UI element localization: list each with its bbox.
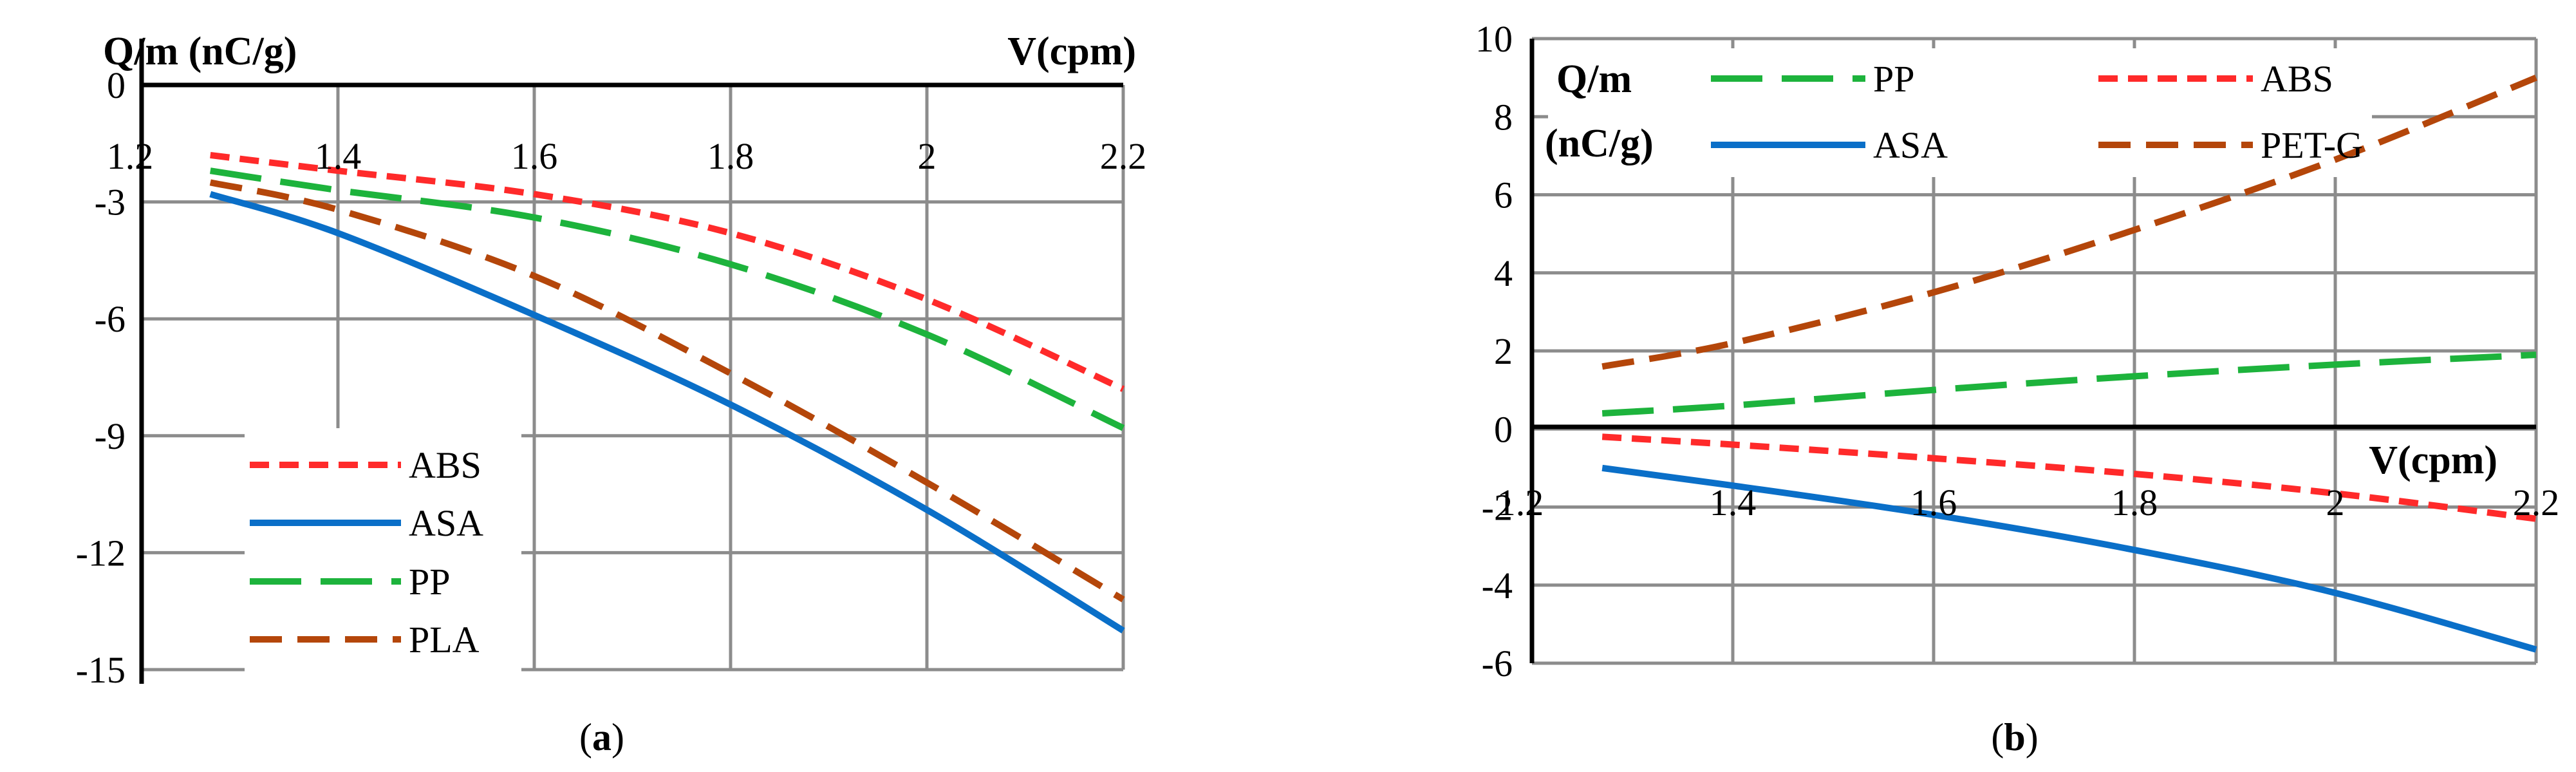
- chart-a-caption: (a): [579, 716, 624, 758]
- chart-b-x-tick-label: 1.2: [1497, 482, 1544, 523]
- chart-b-x-tick-label: 2: [2326, 482, 2345, 523]
- chart-b-legend-label: ASA: [1873, 124, 1948, 166]
- chart-a-x-tick-labels: 1.2 1.4 1.6 1.8 2 2.2: [107, 135, 1147, 177]
- chart-b-legend-box: [1548, 48, 2372, 177]
- chart-b-legend-label: ABS: [2261, 58, 2333, 100]
- chart-b-y-tick-label: 8: [1494, 96, 1513, 138]
- chart-b-caption: (b): [1991, 716, 2038, 758]
- chart-a-x-tick-label: 2.2: [1100, 135, 1147, 177]
- chart-a-y-tick-labels: 0 -3 -6 -9 -12 -15: [76, 64, 126, 691]
- chart-b-x-tick-label: 1.8: [2111, 482, 2158, 523]
- chart-b-series: [1601, 74, 2537, 653]
- chart-a-y-tick-label: -15: [76, 649, 126, 691]
- chart-a-series-asa: [209, 191, 1125, 634]
- chart-a-series-abs: [210, 151, 1125, 392]
- chart-a-series-pla: [209, 179, 1125, 603]
- chart-a-y-tick-label: -6: [95, 298, 126, 340]
- chart-a-y-tick-label: -3: [95, 182, 126, 223]
- chart-b-y-tick-label: 10: [1475, 18, 1513, 60]
- chart-b-y-tick-label: 4: [1494, 252, 1513, 294]
- chart-a-y-tick-label: -9: [95, 415, 126, 457]
- chart-a-legend: ABS ASA PP PLA: [250, 444, 483, 661]
- chart-b-caption-letter: b: [2004, 716, 2025, 758]
- chart-panel-a: 0 -3 -6 -9 -12 -15 1.2 1.4 1.6 1.8 2 2.2 Q/m (nC/g…: [76, 30, 1147, 758]
- chart-a-legend-label: PP: [409, 561, 451, 603]
- chart-b-y-tick-label: -6: [1482, 643, 1513, 684]
- chart-b-series-asa: [1601, 464, 2537, 653]
- chart-a-series: [209, 151, 1125, 634]
- chart-a-series-pp: [209, 167, 1125, 431]
- chart-a-legend-label: ASA: [409, 502, 483, 544]
- chart-b-y-axis-label-line2: (nC/g): [1545, 122, 1654, 165]
- chart-a-x-axis-label: V(cpm): [1007, 30, 1136, 73]
- chart-a-legend-box: [245, 428, 521, 673]
- chart-a-legend-label: PLA: [409, 619, 480, 661]
- chart-a-x-tick-label: 1.2: [107, 135, 154, 177]
- chart-b-series-abs: [1601, 433, 2537, 522]
- chart-a-y-tick-label: -12: [76, 532, 126, 574]
- chart-b-y-tick-label: -4: [1482, 565, 1513, 607]
- chart-b-legend-label: PET-G: [2261, 124, 2363, 166]
- chart-b-x-tick-labels: 1.2 1.4 1.6 1.8 2 2.2: [1497, 482, 2560, 523]
- chart-a-x-tick-label: 1.8: [707, 135, 754, 177]
- chart-a-x-tick-label: 2: [918, 135, 937, 177]
- chart-b-y-tick-label: 0: [1494, 408, 1513, 450]
- chart-b-y-tick-labels: 10 8 6 4 2 0 -2 -4 -6: [1475, 18, 1513, 684]
- chart-a-y-axis-label: Q/m (nC/g): [103, 30, 297, 73]
- chart-b-x-tick-label: 1.4: [1710, 482, 1757, 523]
- chart-b-x-tick-label: 1.6: [1910, 482, 1957, 523]
- chart-panel-b: 10 8 6 4 2 0 -2 -4 -6 1.2 1.4 1.6 1.8 2 2.2 Q/m (nC/g…: [1475, 18, 2559, 758]
- chart-b-y-tick-label: -2: [1482, 487, 1513, 529]
- chart-b-x-axis-label: V(cpm): [2369, 438, 2497, 482]
- chart-a-x-tick-label: 1.4: [315, 135, 362, 177]
- chart-b-series-pp: [1601, 352, 2537, 417]
- chart-b-legend: PP ABS ASA PET-G: [1711, 58, 2363, 166]
- chart-a-y-tick-label: 0: [107, 64, 126, 106]
- chart-b-y-axis-label-line1: Q/m: [1556, 57, 1632, 101]
- chart-a-caption-letter: a: [592, 716, 611, 758]
- chart-a-legend-label: ABS: [409, 444, 481, 486]
- chart-b-y-tick-label: 6: [1494, 174, 1513, 216]
- chart-a-x-tick-label: 1.6: [511, 135, 558, 177]
- chart-b-y-tick-label: 2: [1494, 330, 1513, 372]
- chart-b-legend-label: PP: [1873, 58, 1915, 100]
- chart-b-x-tick-label: 2.2: [2513, 482, 2560, 523]
